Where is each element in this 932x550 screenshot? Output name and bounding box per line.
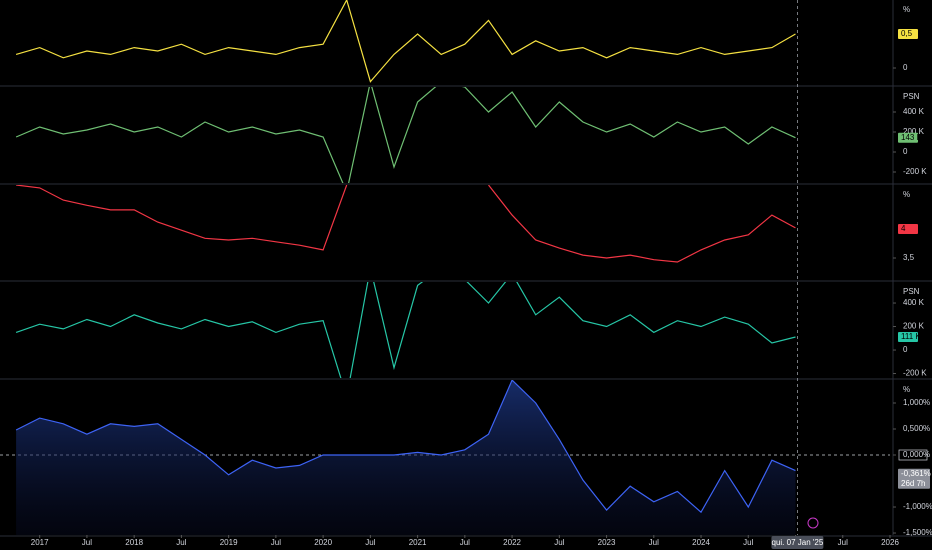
y-tick-label: -200 K [903,167,927,176]
y-tick-label: 400 K [903,107,925,116]
crosshair-box [771,536,824,549]
unit-label: PSN [903,92,920,101]
last-value-label: 111 K [901,332,921,341]
x-tick-label: Jul [271,538,281,547]
last-value-label: 143 K [901,133,923,142]
last-value-label: -0,361% [901,469,931,478]
x-tick-label: 2020 [314,538,332,547]
event-icon [807,517,819,529]
last-value-badge [898,29,918,39]
last-value-badge [898,224,918,235]
y-tick-label: 0 [903,63,908,72]
x-tick-label: Jul [365,538,375,547]
x-tick-label: Jul [82,538,92,547]
x-tick-label: 2022 [503,538,521,547]
line-series [15,380,796,514]
last-value-badge [898,331,918,342]
last-value-label: 4 [901,224,906,233]
y-tick-label: -1,000% [903,502,932,511]
countdown: 26d 7h [901,479,925,488]
y-tick-label: 1,000% [903,398,930,407]
line-series [15,282,796,378]
y-tick-label: -1,500% [903,528,932,537]
y-tick-label: 200 K [903,127,925,136]
x-tick-label: Jul [460,538,470,547]
series [16,185,796,263]
zero-box [898,449,928,461]
x-tick-label: 2018 [125,538,143,547]
x-tick-label: Jul [743,538,753,547]
unit-label: PSN [903,287,920,296]
series [15,282,796,378]
y-tick-label: 0 [903,147,908,156]
last-value-badge [898,132,918,143]
line-series [15,87,796,183]
y-tick-label: 200 K [903,322,925,331]
x-tick-label: Jul [176,538,186,547]
y-tick-label: 0,500% [903,424,930,433]
last-value-badge [898,468,930,489]
y-tick-label: 0 [903,345,908,354]
series [15,380,796,535]
area-fill [16,380,796,535]
line-series [16,185,796,263]
x-tick-label: Jul [554,538,564,547]
x-tick-label: 2026 [881,538,899,547]
crosshair-label: qui. 07 Jan '25 [772,538,824,547]
y-tick-label: 0,000% [903,450,930,459]
unit-label: % [903,5,910,14]
x-tick-label: Jul [649,538,659,547]
x-tick-label: 2019 [220,538,238,547]
x-tick-label: 2017 [31,538,49,547]
x-tick-label: Jul [838,538,848,547]
y-tick-label: 3,5 [903,253,915,262]
y-tick-label: 400 K [903,298,925,307]
unit-label: % [903,385,910,394]
series [15,87,796,183]
x-tick-label: 2024 [692,538,710,547]
x-tick-label: 2023 [598,538,616,547]
unit-label: % [903,190,910,199]
last-value-label: 0,5 [901,29,913,38]
line-series [15,0,796,83]
y-tick-label: -200 K [903,369,927,378]
series [15,0,796,83]
x-tick-label: 2021 [409,538,427,547]
